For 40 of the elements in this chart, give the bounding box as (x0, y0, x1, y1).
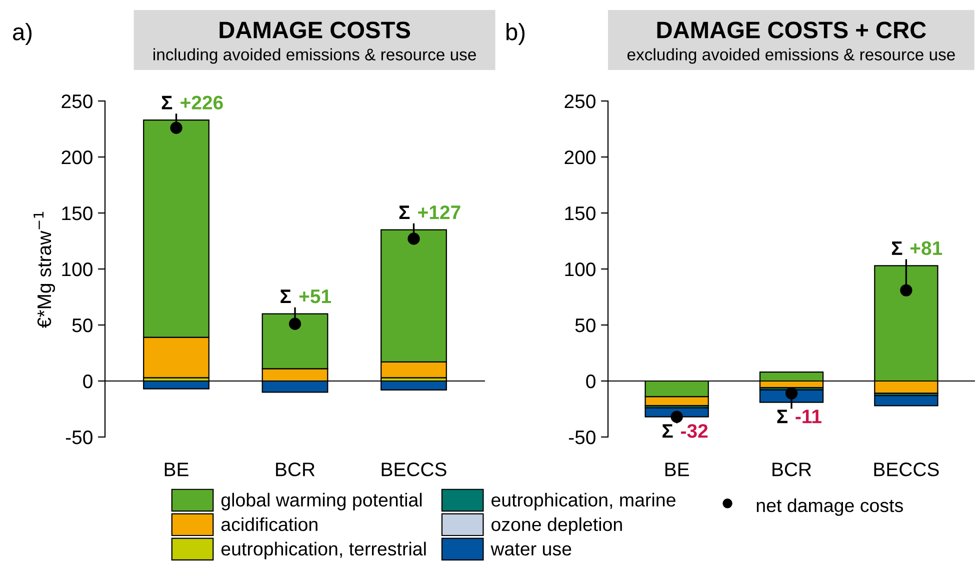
x-tick-label: BCR (276, 462, 315, 476)
data-label: Σ -11 (777, 410, 822, 424)
y-tick-label: -50 (66, 430, 92, 444)
legend-label: eutrophication, marine (492, 492, 676, 510)
legend-label: net damage costs (756, 498, 903, 516)
x-tick-label: BECCS (382, 462, 446, 476)
y-tick-label: 200 (62, 150, 92, 164)
y-tick-label: 50 (575, 318, 596, 332)
y-tick-label: 0 (83, 374, 92, 388)
chart-subtitle: excluding avoided emissions & resource use (627, 48, 955, 64)
y-tick-label: 250 (62, 94, 92, 108)
data-label: Σ -32 (662, 424, 708, 438)
legend-label: water use (490, 543, 572, 556)
chart-title: DAMAGE COSTS (220, 22, 410, 38)
legend-label: eutrophication, terrestrial (221, 542, 426, 560)
chart-subtitle: including avoided emissions & resource use (154, 48, 476, 64)
y-tick-label: 200 (564, 150, 596, 164)
legend-label: acidification (221, 517, 318, 532)
data-label: Σ +51 (280, 290, 332, 304)
y-tick-label: 250 (564, 94, 596, 108)
y-tick-label: -50 (568, 430, 596, 444)
y-axis-title: €*Mg straw$^{−1}$ (34, 212, 56, 328)
data-label: Σ +81 (892, 241, 942, 256)
y-tick-label: 0 (586, 374, 596, 388)
y-tick-label: 150 (62, 206, 92, 220)
chart-title: DAMAGE COSTS + CRC (657, 22, 926, 38)
x-tick-label: BCR (772, 462, 812, 476)
y-tick-label: 150 (565, 206, 596, 220)
x-tick-label: BECCS (874, 462, 939, 476)
legend-label: global warming potential (221, 492, 422, 510)
data-label: Σ +127 (399, 205, 460, 220)
data-label: Σ +226 (162, 96, 223, 110)
y-tick-label: 50 (72, 318, 92, 332)
x-tick-label: BE (164, 462, 188, 476)
text: a) (13, 22, 32, 45)
y-tick-label: 100 (565, 262, 596, 276)
text: b) (506, 22, 525, 45)
legend-label: ozone depletion (492, 517, 622, 535)
y-tick-label: 100 (62, 262, 92, 276)
x-tick-label: BE (665, 462, 689, 476)
